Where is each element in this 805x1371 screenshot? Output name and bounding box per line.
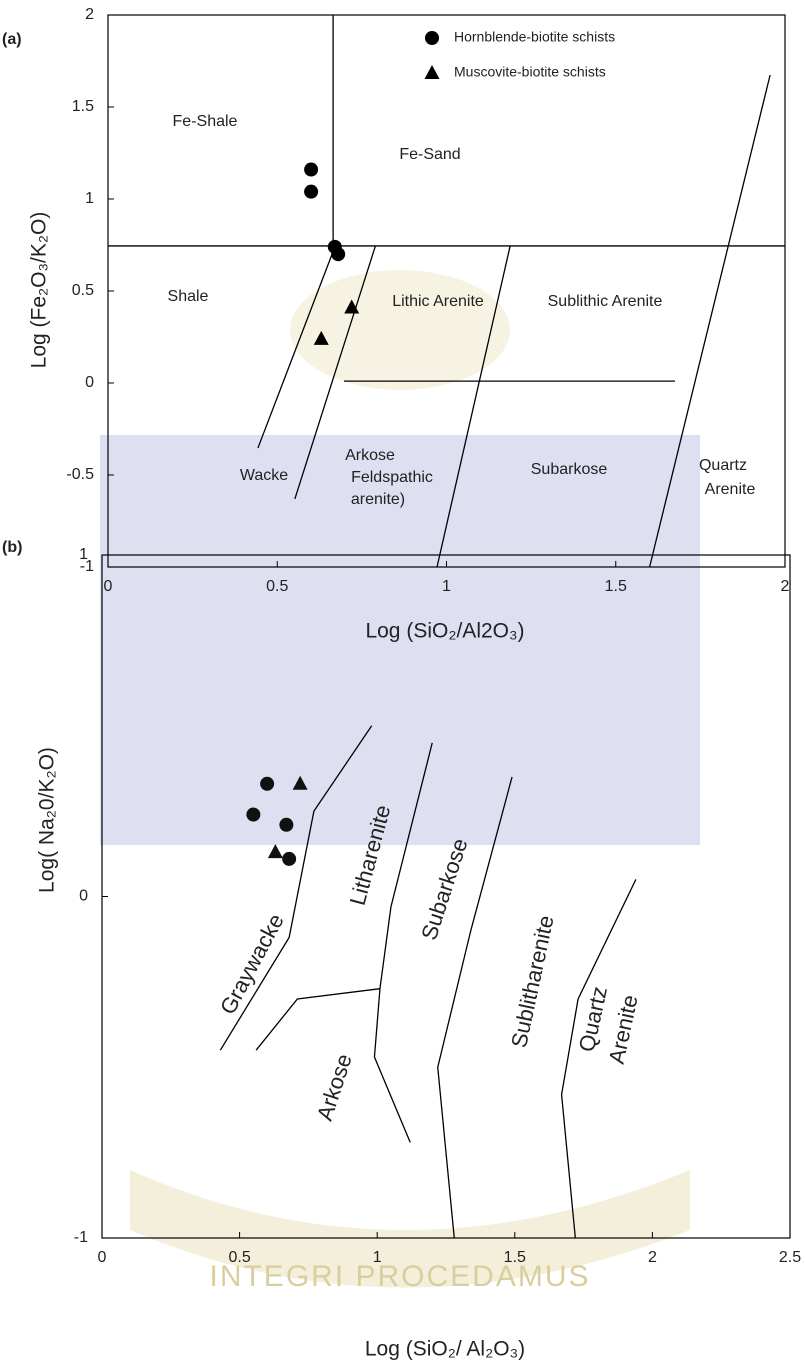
y-tick-label: 1.5 bbox=[72, 98, 94, 115]
field-label: Sublithic Arenite bbox=[548, 293, 663, 310]
field-label: Feldspathic bbox=[351, 469, 433, 486]
field-label: Subarkose bbox=[416, 835, 472, 943]
x-tick-label: 0.5 bbox=[228, 1249, 250, 1266]
y-tick-label: 0 bbox=[79, 888, 88, 905]
data-point bbox=[331, 247, 345, 261]
field-label: Shale bbox=[168, 288, 209, 305]
legend-label: Muscovite-biotite schists bbox=[454, 64, 606, 80]
x-axis-title: Log (SiO₂/ Al₂O₃) bbox=[365, 1338, 525, 1361]
data-point bbox=[304, 185, 318, 199]
y-tick-label: 0 bbox=[85, 374, 94, 391]
legend-marker bbox=[425, 31, 439, 45]
x-axis-title: Log (SiO₂/Al2O₃) bbox=[365, 620, 524, 643]
page: {"watermark": "INTEGRI PROCEDAMUS", "cha… bbox=[0, 0, 805, 1371]
x-tick-label: 1 bbox=[373, 1249, 382, 1266]
x-tick-label: 0 bbox=[98, 1249, 107, 1266]
field-label: Arenite bbox=[705, 481, 756, 498]
y-tick-label: -1 bbox=[74, 1229, 88, 1246]
x-tick-label: 1.5 bbox=[504, 1249, 526, 1266]
x-tick-label: 1 bbox=[442, 578, 451, 595]
field-label: Subarkose bbox=[531, 461, 608, 478]
panel-label: (b) bbox=[2, 539, 22, 556]
field-label: Lithic Arenite bbox=[392, 293, 484, 310]
data-point bbox=[279, 818, 293, 832]
watermark-text: INTEGRI PROCEDAMUS bbox=[209, 1260, 590, 1293]
field-label: arenite) bbox=[351, 491, 405, 508]
y-axis-title: Log (Fe₂O₃/K₂O) bbox=[28, 212, 51, 369]
field-label: Graywacke bbox=[215, 910, 289, 1019]
x-tick-label: 0.5 bbox=[266, 578, 288, 595]
field-label: Fe-Shale bbox=[173, 113, 238, 130]
x-tick-label: 2 bbox=[781, 578, 790, 595]
field-label: Arkose bbox=[312, 1051, 357, 1124]
data-point bbox=[282, 852, 296, 866]
y-axis-title: Log( Na₂0/K₂O) bbox=[36, 747, 59, 893]
field-label: Arkose bbox=[345, 447, 395, 464]
legend-marker bbox=[425, 65, 440, 79]
field-label: Sublitharenite bbox=[506, 913, 558, 1050]
watermark-leaf bbox=[290, 270, 510, 390]
legend-label: Hornblende-biotite schists bbox=[454, 29, 615, 45]
x-tick-label: 2 bbox=[648, 1249, 657, 1266]
data-point bbox=[304, 163, 318, 177]
data-point bbox=[268, 844, 283, 858]
field-label: Fe-Sand bbox=[399, 146, 460, 163]
panel-label: (a) bbox=[2, 31, 22, 48]
field-label: Wacke bbox=[240, 467, 288, 484]
y-tick-label: 2 bbox=[85, 6, 94, 23]
field-label: Arenite bbox=[604, 993, 643, 1066]
y-tick-label: -0.5 bbox=[66, 466, 94, 483]
field-boundary bbox=[256, 989, 380, 1050]
data-point bbox=[260, 777, 274, 791]
y-tick-label: 0.5 bbox=[72, 282, 94, 299]
y-tick-label: 1 bbox=[85, 190, 94, 207]
y-tick-label: 1 bbox=[79, 546, 88, 563]
x-tick-label: 1.5 bbox=[605, 578, 627, 595]
x-tick-label: 2.5 bbox=[779, 1249, 801, 1266]
figure: INTEGRI PROCEDAMUS 0 0.5 1 1.5 2 -1 -0.5 0 0.5 1 1… bbox=[0, 0, 805, 1371]
data-point bbox=[246, 808, 260, 822]
field-label: Quartz bbox=[699, 457, 747, 474]
x-tick-label: 0 bbox=[104, 578, 113, 595]
